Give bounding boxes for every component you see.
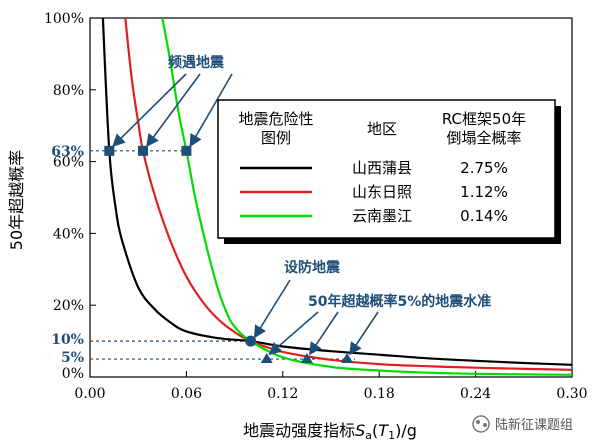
legend-header-2: 图例 — [261, 129, 291, 147]
x-axis-title-paren: ( — [372, 421, 378, 440]
watermark-text: 陆新征课题组 — [495, 417, 573, 433]
arrow-level5-3 — [349, 311, 379, 356]
x-axis-title-tail: )/g — [395, 421, 417, 440]
x-axis-title-sa: S — [355, 421, 365, 440]
x-axis-title-sub-1: 1 — [388, 429, 395, 442]
x-tick-label: 0.12 — [267, 386, 298, 402]
x-tick-label: 0.18 — [364, 386, 395, 402]
legend-header-4: RC框架50年 — [442, 110, 526, 128]
arrow-level5-1 — [268, 311, 319, 356]
legend-prob-3: 0.14% — [460, 207, 508, 225]
y-axis-title: 50年超越概率 — [7, 150, 26, 250]
arrow-frequent-3 — [189, 73, 233, 148]
marker-5-2 — [300, 353, 313, 364]
y-tick-label: 100% — [44, 11, 84, 27]
arrow-fortification — [253, 279, 291, 339]
label-fortification: 设防地震 — [284, 259, 341, 276]
series-line-3 — [161, 18, 572, 376]
legend-prob-2: 1.12% — [460, 183, 508, 201]
y-tick-label: 20% — [53, 298, 84, 314]
marker-63-2 — [138, 145, 149, 156]
ticks: 0.00 0.06 0.12 0.18 0.24 0.30 0% 20% 40% 60% 80% 10… — [44, 11, 588, 402]
label-frequent: 频遇地震 — [168, 54, 225, 71]
marker-10 — [245, 335, 257, 347]
series-lines — [101, 18, 572, 376]
y-tick-label: 80% — [53, 83, 84, 99]
watermark-icon-dot — [476, 420, 480, 424]
marker-63-1 — [104, 145, 115, 156]
x-axis-title-main: 地震动强度指标 — [243, 421, 355, 440]
legend-header-1: 地震危险性 — [238, 110, 313, 128]
marker-5-1 — [260, 353, 273, 364]
arrow-frequent-1 — [112, 73, 187, 147]
y-tick-label: 0% — [62, 366, 84, 382]
x-axis-title-sub-a: a — [365, 429, 372, 442]
legend-region-2: 山东日照 — [352, 183, 412, 201]
marker-63-3 — [181, 145, 192, 156]
label-level5: 50年超越概率5%的地震水准 — [308, 293, 491, 310]
plot-frame — [89, 17, 573, 378]
y-tick-label-highlight: 10% — [51, 332, 84, 348]
watermark-icon — [472, 415, 490, 433]
legend-header-5: 倒塌全概率 — [446, 129, 521, 147]
legend-region-3: 云南墨江 — [352, 207, 412, 225]
watermark-icon-dot-2 — [483, 423, 487, 427]
legend-region-1: 山西蒲县 — [352, 159, 412, 177]
x-tick-label: 0.06 — [171, 386, 202, 402]
arrow-frequent-2 — [146, 73, 201, 148]
series-line-2 — [124, 18, 572, 371]
x-axis-title: 地震动强度指标Sa(T1)/g — [243, 421, 417, 442]
x-tick-label: 0.30 — [556, 386, 587, 402]
x-axis-title-t: T — [378, 421, 389, 440]
y-tick-label: 40% — [53, 226, 84, 242]
series-line-1 — [101, 18, 572, 366]
y-tick-label: 60% — [53, 155, 84, 171]
y-tick-label-highlight: 63% — [51, 144, 84, 160]
x-tick-label: 0.24 — [460, 386, 491, 402]
y-tick-label-highlight: 5% — [61, 350, 84, 366]
legend-prob-1: 2.75% — [460, 159, 508, 177]
arrow-level5-2 — [309, 311, 339, 356]
x-tick-label: 0.00 — [74, 386, 105, 402]
watermark: 陆新征课题组 — [472, 415, 573, 433]
legend-header-3: 地区 — [367, 120, 397, 138]
marker-5-3 — [341, 353, 354, 364]
markers — [104, 145, 354, 364]
